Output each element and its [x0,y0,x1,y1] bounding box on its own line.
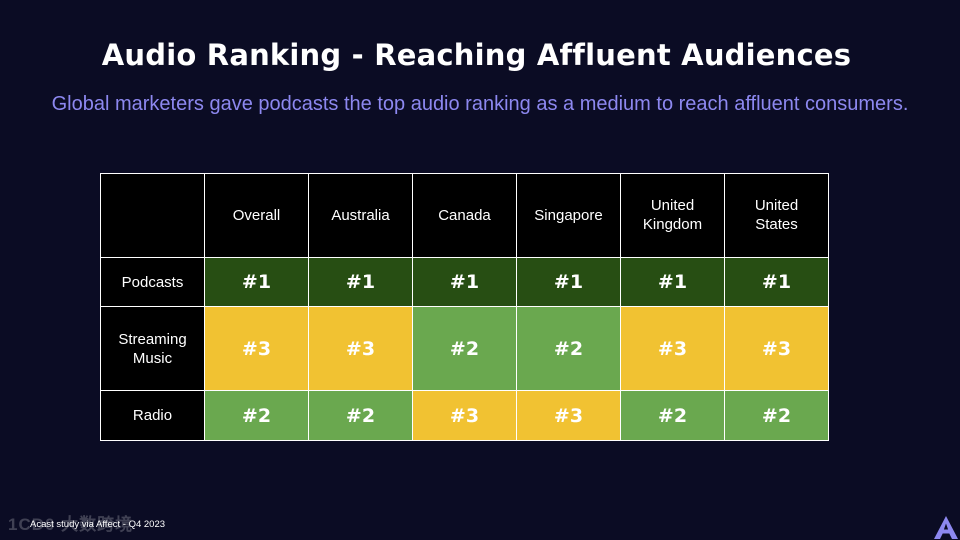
column-header-united-kingdom: United Kingdom [620,173,725,258]
rank-cell: #3 [724,306,829,392]
row-label-podcasts: Podcasts [100,256,205,308]
rank-cell: #1 [308,256,413,308]
rank-cell: #2 [412,306,517,392]
rank-cell: #3 [204,306,309,392]
column-header-australia: Australia [308,173,413,258]
rank-cell: #1 [516,256,621,308]
rank-cell: #2 [204,390,309,441]
ranking-table: Overall Australia Canada Singapore Unite… [100,173,829,441]
rank-cell: #3 [412,390,517,441]
rank-cell: #3 [308,306,413,392]
rank-cell: #2 [620,390,725,441]
rank-cell: #1 [412,256,517,308]
rank-cell: #1 [724,256,829,308]
watermark: 1CD0 大数跨境 [8,515,134,534]
rank-cell: #1 [204,256,309,308]
row-label-text: Streaming Music [118,330,187,367]
rank-cell: #3 [516,390,621,441]
table-row-radio: Radio #2 #2 #3 #3 #2 #2 [100,390,829,441]
table-row-podcasts: Podcasts #1 #1 #1 #1 #1 #1 [100,256,829,308]
slide-title: Audio Ranking - Reaching Affluent Audien… [101,38,852,72]
row-label-radio: Radio [100,390,205,441]
column-header-label: United States [754,197,799,234]
rank-cell: #1 [620,256,725,308]
rank-cell: #2 [724,390,829,441]
column-header-united-states: United States [724,173,829,258]
column-header-singapore: Singapore [516,173,621,258]
row-label-streaming-music: Streaming Music [100,306,205,392]
table-header-row: Overall Australia Canada Singapore Unite… [100,173,829,258]
column-header-canada: Canada [412,173,517,258]
table-corner-cell [100,173,205,258]
source-footnote: Acast study via Affect - Q4 2023 [30,519,166,530]
column-header-overall: Overall [204,173,309,258]
table-row-streaming-music: Streaming Music #3 #3 #2 #2 #3 #3 [100,306,829,392]
rank-cell: #2 [516,306,621,392]
rank-cell: #3 [620,306,725,392]
rank-cell: #2 [308,390,413,441]
acast-logo-icon [934,516,958,539]
column-header-label: United Kingdom [642,197,703,234]
slide-subtitle: Global marketers gave podcasts the top a… [51,93,909,115]
